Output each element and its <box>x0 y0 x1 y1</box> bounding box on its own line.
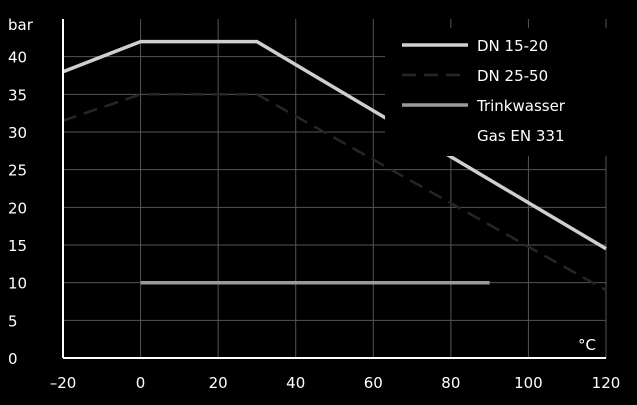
series-line-dn-25-50 <box>62 93 607 292</box>
y-axis-label: bar <box>8 16 34 34</box>
x-tick-label: 120 <box>592 374 621 392</box>
x-tick-label: 80 <box>441 374 460 392</box>
y-tick-label: 10 <box>8 275 27 293</box>
x-tick-label: –20 <box>50 374 77 392</box>
legend-background <box>385 28 607 156</box>
x-tick-label: 100 <box>514 374 543 392</box>
x-axis-label: °C <box>578 336 596 354</box>
y-tick-label: 15 <box>8 237 27 255</box>
x-tick-label: 0 <box>136 374 146 392</box>
y-tick-label: 35 <box>8 86 27 104</box>
y-tick-label: 0 <box>8 350 18 368</box>
legend-label: Trinkwasser <box>476 97 566 115</box>
legend-label: Gas EN 331 <box>477 127 565 145</box>
x-tick-label: 60 <box>364 374 383 392</box>
y-tick-label: 30 <box>8 124 27 142</box>
legend-label: DN 15-20 <box>477 37 548 55</box>
x-tick-label: 20 <box>209 374 228 392</box>
y-tick-label: 25 <box>8 162 27 180</box>
legend: DN 15-20 DN 25-50 Trinkwasser Gas EN 331 <box>402 37 566 145</box>
legend-label: DN 25-50 <box>477 67 548 85</box>
y-tick-label: 5 <box>8 312 18 330</box>
axes <box>62 19 606 359</box>
y-tick-label: 40 <box>8 49 27 67</box>
y-tick-label: 20 <box>8 199 27 217</box>
x-tick-label: 40 <box>286 374 305 392</box>
tick-labels: –20 0 20 40 60 80 100 120 0 5 10 15 20 25 30 35 40 <box>8 49 620 392</box>
